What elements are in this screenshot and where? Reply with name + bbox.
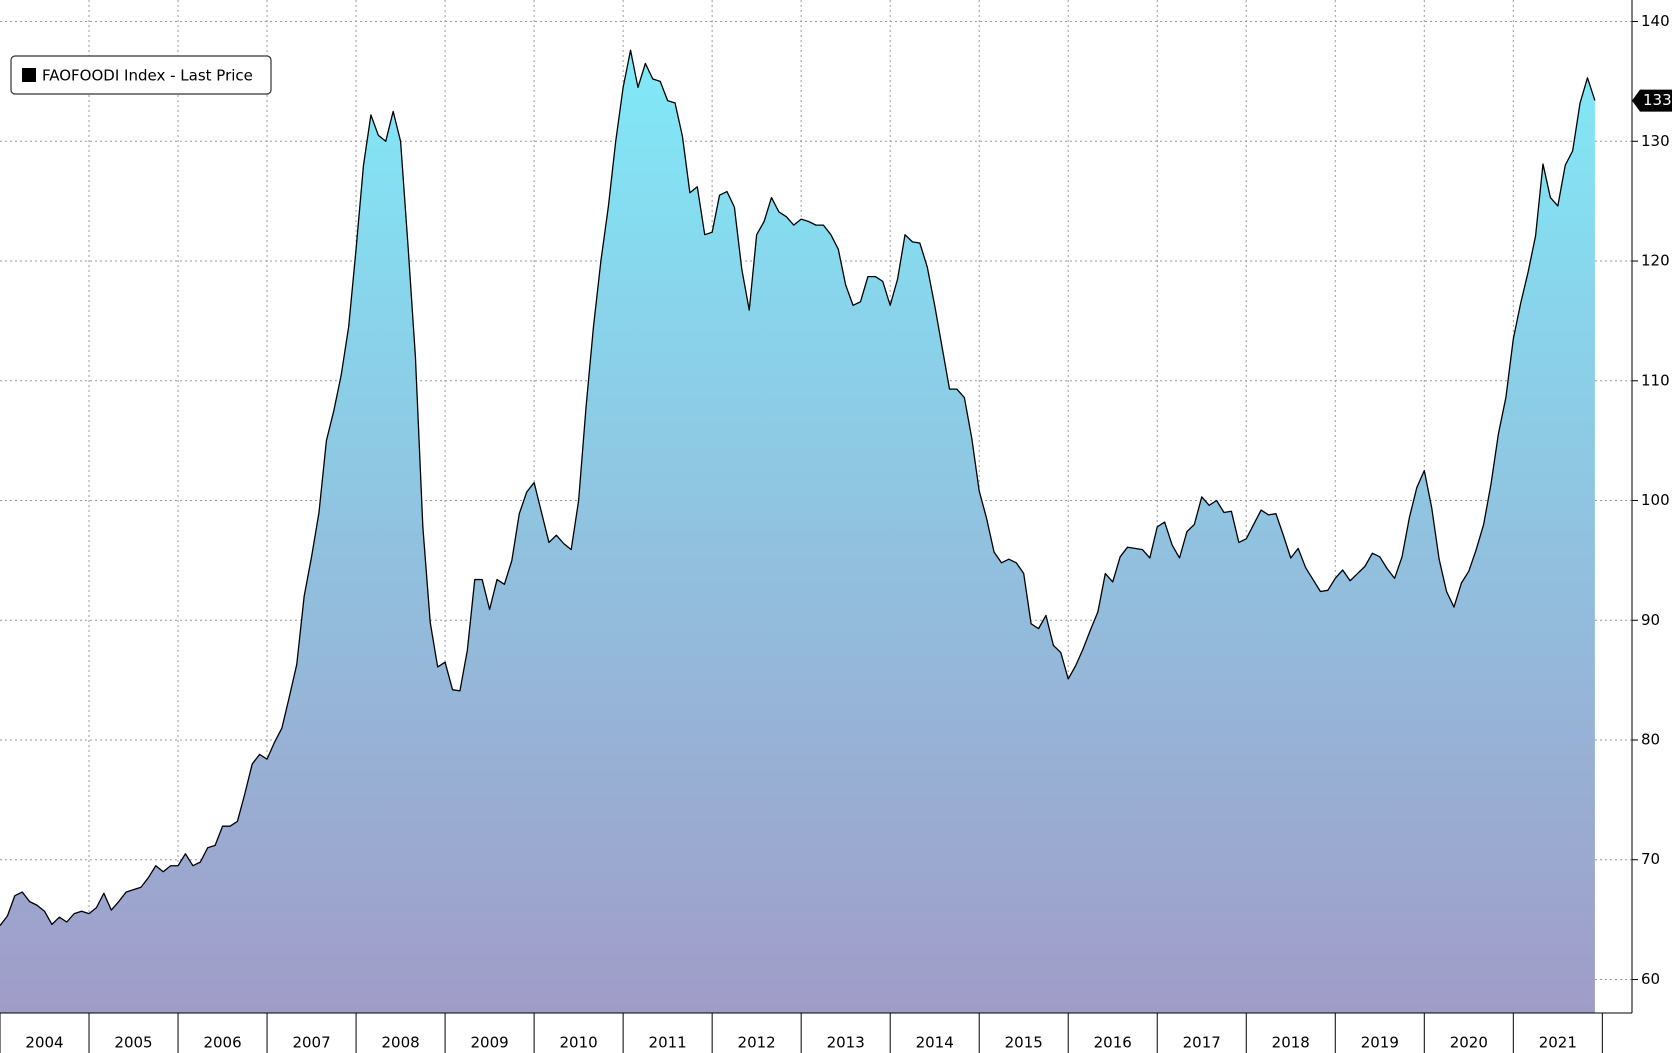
x-tick-label: 2013 <box>827 1034 865 1052</box>
x-tick-label: 2011 <box>649 1034 687 1052</box>
area <box>0 50 1595 1014</box>
y-tick-label: 90 <box>1641 611 1660 629</box>
y-tick-label: 120 <box>1641 252 1670 270</box>
legend-label: FAOFOODI Index - Last Price <box>42 67 253 85</box>
x-tick-label: 2020 <box>1450 1034 1488 1052</box>
y-tick-label: 110 <box>1641 371 1670 389</box>
x-tick-label: 2006 <box>203 1034 241 1052</box>
x-tick-label: 2010 <box>560 1034 598 1052</box>
x-tick-label: 2015 <box>1005 1034 1043 1052</box>
x-tick-label: 2018 <box>1272 1034 1310 1052</box>
y-tick-label: 60 <box>1641 970 1660 988</box>
last-price-label: 133 <box>1643 91 1672 109</box>
x-tick-label: 2016 <box>1094 1034 1132 1052</box>
y-tick-label: 80 <box>1641 730 1660 748</box>
y-tick-label: 140 <box>1641 12 1670 30</box>
line <box>0 49 1596 926</box>
x-tick-label: 2019 <box>1361 1034 1399 1052</box>
y-tick-label: 70 <box>1641 850 1660 868</box>
y-tick-label: 130 <box>1641 132 1670 150</box>
x-tick-label: 2005 <box>114 1034 152 1052</box>
legend-swatch <box>22 68 36 82</box>
x-tick-label: 2004 <box>25 1034 63 1052</box>
plot <box>0 49 1596 1014</box>
x-tick-label: 2021 <box>1539 1034 1577 1052</box>
y-tick-label: 100 <box>1641 491 1670 509</box>
x-tick-label: 2014 <box>916 1034 954 1052</box>
last-price-tag <box>1632 89 1672 112</box>
x-tick-label: 2009 <box>471 1034 509 1052</box>
legend: FAOFOODI Index - Last Price <box>10 55 272 95</box>
x-tick-label: 2012 <box>738 1034 776 1052</box>
x-tick-label: 2007 <box>292 1034 330 1052</box>
legend-box <box>10 55 272 95</box>
x-tick-label: 2008 <box>381 1034 419 1052</box>
x-tick-label: 2017 <box>1183 1034 1221 1052</box>
